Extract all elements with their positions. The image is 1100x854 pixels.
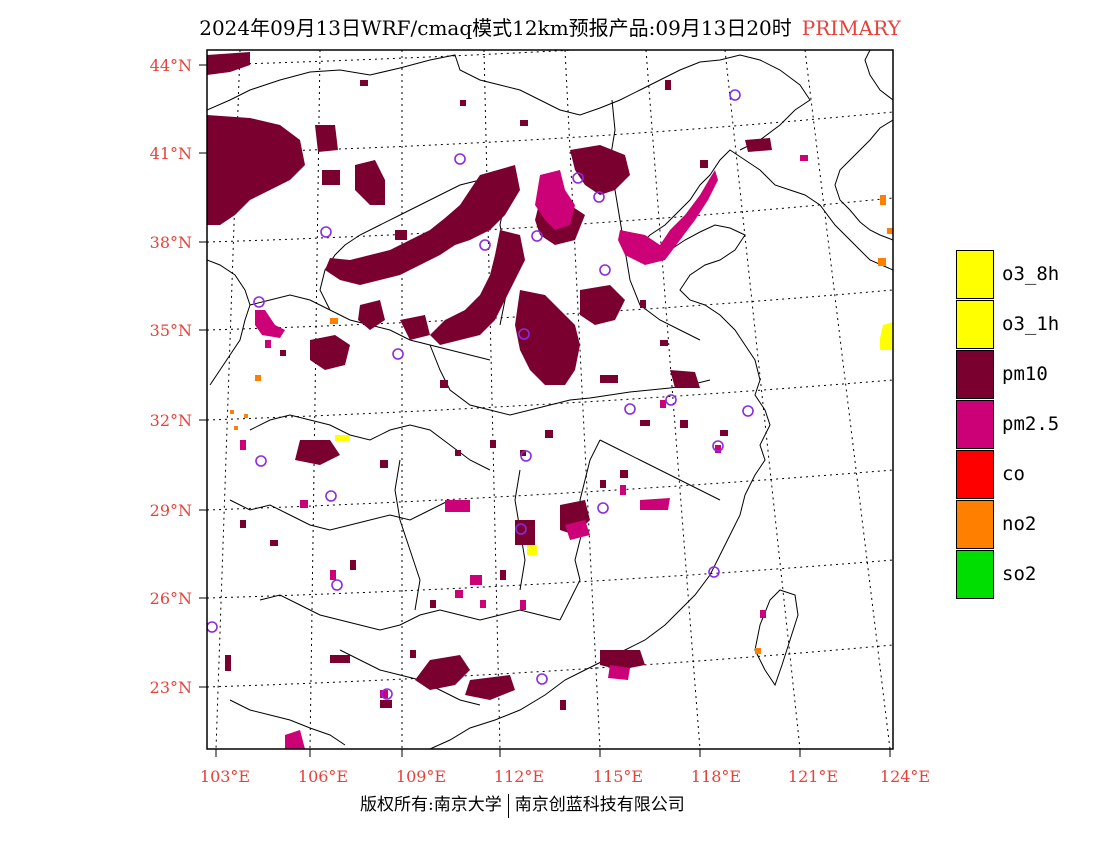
legend-label: o3_8h [1002,263,1060,285]
lat-label: 26°N [150,589,192,608]
legend-swatch [956,400,994,449]
lon-label: 121°E [788,767,838,786]
lon-label: 112°E [494,767,544,786]
legend-swatch [956,350,994,399]
lon-labels: 103°E 106°E 109°E 112°E 115°E 118°E 121°… [200,767,930,786]
lon-label: 124°E [880,767,930,786]
lat-label: 41°N [150,144,192,163]
legend-swatch [956,500,994,549]
legend-label: pm2.5 [1002,413,1060,435]
lat-label: 44°N [150,56,192,75]
lat-labels: 44°N 41°N 38°N 35°N 32°N 29°N 26°N 23°N [150,56,192,697]
lon-label: 115°E [593,767,643,786]
legend-item-pm10: pm10 [956,350,1100,400]
legend-swatch [956,250,994,299]
lat-label: 35°N [150,321,192,340]
legend-label: so2 [1002,563,1037,585]
legend-item-pm25: pm2.5 [956,400,1100,450]
pm10-scatter [225,80,728,710]
lat-label: 23°N [150,678,192,697]
copyright-right: 南京创蓝科技有限公司 [514,795,685,815]
legend-label: no2 [1002,513,1037,535]
legend-item-o3-8h: o3_8h [956,250,1100,300]
lon-label: 118°E [691,767,741,786]
legend-swatch [956,450,994,499]
o3-regions [335,322,893,555]
lon-label: 103°E [200,767,250,786]
map-frame [206,49,894,750]
copyright-footer: 版权所有:南京大学 南京创蓝科技有限公司 [360,790,685,818]
legend-swatch [956,300,994,349]
copyright-left: 版权所有:南京大学 [360,795,502,815]
no2-regions [230,195,893,654]
lat-label: 29°N [150,501,192,520]
lat-label: 32°N [150,411,192,430]
lon-label: 109°E [396,767,446,786]
legend-item-so2: so2 [956,550,1100,600]
legend-item-o3-1h: o3_1h [956,300,1100,350]
title-primary-tag: PRIMARY [801,16,901,40]
axis-ticks [199,64,891,757]
footer-divider [507,793,509,818]
map-title: 2024年09月13日WRF/cmaq模式12km预报产品:09月13日20时 P… [0,12,1100,41]
legend-item-co: co [956,450,1100,500]
legend-label: co [1002,463,1025,485]
title-text: 2024年09月13日WRF/cmaq模式12km预报产品:09月13日20时 [199,16,792,40]
map-content [207,50,893,749]
legend-swatch [956,550,994,599]
lat-label: 38°N [150,233,192,252]
legend-item-no2: no2 [956,500,1100,550]
pm25-regions [255,170,718,749]
legend-label: pm10 [1002,363,1048,385]
boundaries [207,50,893,749]
legend-label: o3_1h [1002,313,1060,335]
pm25-scatter [240,155,808,698]
lon-label: 106°E [298,767,348,786]
city-markers [207,89,754,700]
graticule [207,50,893,749]
